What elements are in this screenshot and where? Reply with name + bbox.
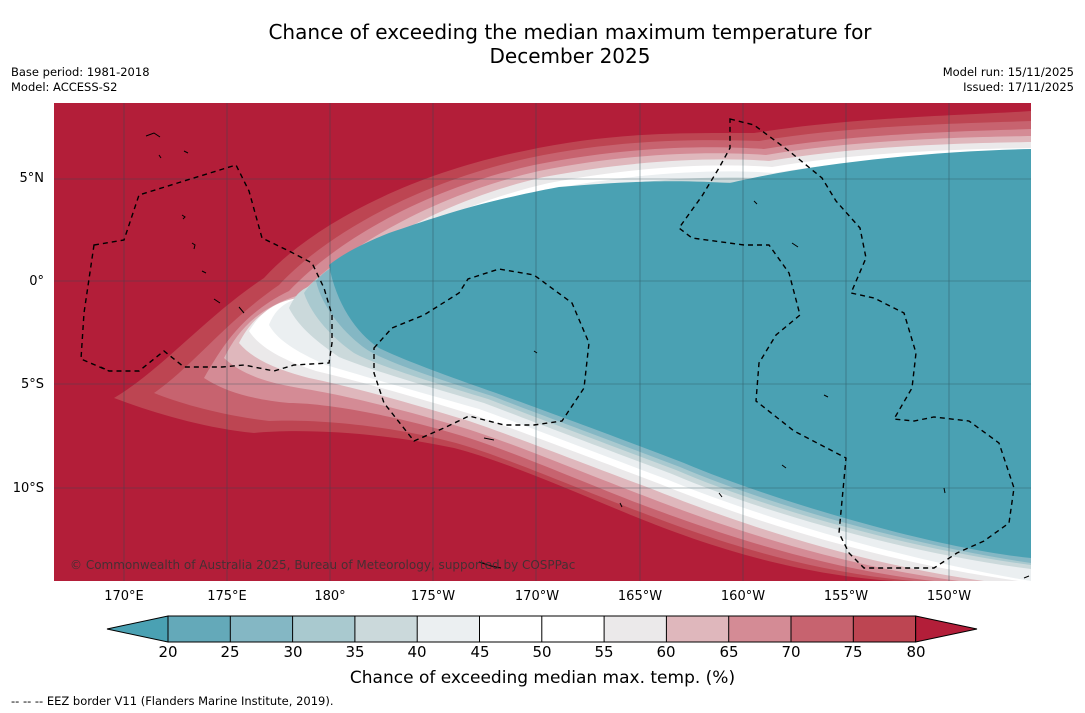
colorbar-box-20-25 — [168, 616, 231, 642]
map-title: Chance of exceeding the median maximum t… — [0, 20, 1085, 68]
colorbar-box-35-40 — [354, 616, 418, 642]
base-period: Base period: 1981-2018 — [11, 65, 150, 79]
band-below-20 — [329, 149, 1031, 558]
colorbar-tick-40: 40 — [407, 643, 427, 661]
colorbar-box-55-60 — [604, 616, 667, 642]
lon-label-170w: 170°W — [514, 589, 560, 604]
colorbar-tick-80: 80 — [906, 643, 926, 661]
lon-label-180: 180° — [314, 589, 346, 604]
colorbar-dividers — [167, 615, 917, 643]
lat-label-5s: 5°S — [20, 377, 44, 392]
lat-label-10s: 10°S — [12, 481, 44, 496]
islands — [100, 132, 1030, 579]
colorbar-extend-low — [106, 615, 169, 643]
colorbar-box-75-80 — [853, 616, 916, 642]
colorbar-box-45-50 — [479, 616, 542, 642]
colorbar-tick-20: 20 — [158, 643, 178, 661]
lon-label-150w: 150°W — [926, 589, 972, 604]
lon-label-155w: 155°W — [823, 589, 869, 604]
colorbar-box-60-65 — [666, 616, 729, 642]
colorbar-tick-50: 50 — [532, 643, 552, 661]
colorbar-tick-75: 75 — [843, 643, 863, 661]
eez-phoenix — [373, 268, 590, 442]
eez-line-islands — [678, 118, 1015, 569]
model-name: Model: ACCESS-S2 — [11, 80, 118, 94]
copyright-text: © Commonwealth of Australia 2025, Bureau… — [70, 558, 576, 572]
colorbar-box-40-45 — [417, 616, 480, 642]
colorbar-tick-25: 25 — [220, 643, 240, 661]
lon-label-175w: 175°W — [410, 589, 456, 604]
colorbar-tick-45: 45 — [470, 643, 490, 661]
colorbar-box-50-55 — [541, 616, 605, 642]
lon-label-165w: 165°W — [617, 589, 663, 604]
eez-kiribati-gilbert — [80, 164, 333, 372]
title-line-2: December 2025 — [489, 44, 651, 68]
lon-label-160w: 160°W — [720, 589, 766, 604]
contour-bands — [114, 111, 1031, 581]
graticule — [54, 103, 1031, 581]
colorbar-box-30-35 — [292, 616, 355, 642]
colorbar-label: Chance of exceeding median max. temp. (%… — [349, 668, 736, 688]
colorbar-box-65-70 — [728, 616, 791, 642]
lat-label-5n: 5°N — [19, 171, 45, 186]
map-plot-area — [54, 103, 1031, 581]
colorbar-tick-65: 65 — [719, 643, 739, 661]
meta-right: Model run: 15/11/2025 Issued: 17/11/2025 — [943, 65, 1074, 95]
title-line-1: Chance of exceeding the median maximum t… — [268, 20, 872, 44]
model-run: Model run: 15/11/2025 — [942, 65, 1074, 79]
colorbar-tick-60: 60 — [656, 643, 676, 661]
colorbar-extend-high — [915, 615, 978, 643]
eez-borders — [80, 118, 1015, 569]
colorbar-box-70-75 — [791, 616, 854, 642]
lat-label-0: 0° — [29, 274, 44, 289]
meta-left: Base period: 1981-2018 Model: ACCESS-S2 — [11, 65, 150, 95]
colorbar-tick-55: 55 — [594, 643, 614, 661]
lon-label-170e: 170°E — [104, 589, 144, 604]
colorbar-tick-35: 35 — [345, 643, 365, 661]
colorbar-tick-70: 70 — [781, 643, 801, 661]
eez-footnote: -- -- -- EEZ border V11 (Flanders Marine… — [11, 694, 334, 708]
colorbar-tick-30: 30 — [283, 643, 303, 661]
colorbar-box-25-30 — [230, 616, 293, 642]
lon-label-175e: 175°E — [207, 589, 247, 604]
probability-map — [54, 103, 1031, 581]
issued-date: Issued: 17/11/2025 — [963, 80, 1074, 94]
colorbar — [106, 615, 978, 643]
